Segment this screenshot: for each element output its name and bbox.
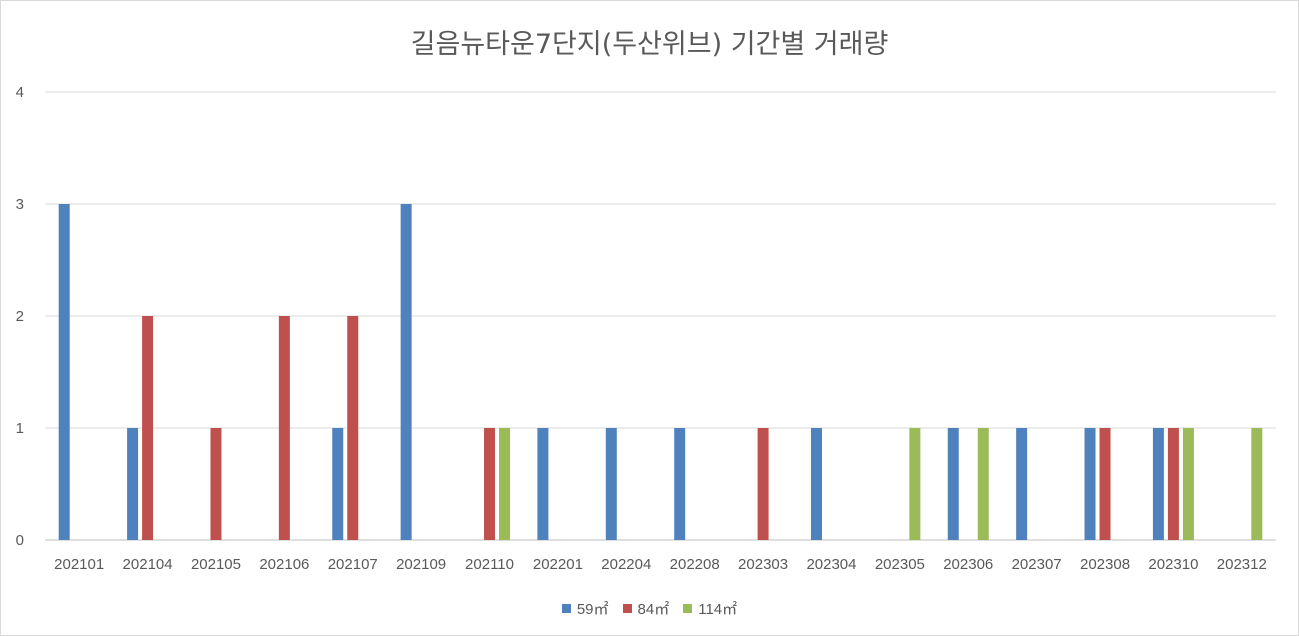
legend-label: 114㎡ — [698, 601, 738, 618]
x-tick-label: 202312 — [1217, 556, 1267, 573]
bar — [127, 428, 139, 540]
bar — [1251, 428, 1263, 540]
bar — [347, 316, 359, 540]
bar — [278, 316, 290, 540]
legend-item: 59㎡ — [561, 598, 609, 619]
bar — [332, 428, 344, 540]
legend-item: 114㎡ — [683, 598, 737, 619]
bar — [757, 428, 769, 540]
bar — [1152, 428, 1164, 540]
bar — [537, 428, 549, 540]
bar — [1016, 428, 1028, 540]
bar — [605, 428, 617, 540]
legend: 59㎡ 84㎡ 114㎡ — [0, 598, 1299, 619]
x-tick-label: 202104 — [123, 556, 173, 573]
bar — [977, 428, 989, 540]
bar — [1099, 428, 1111, 540]
x-tick-label: 202107 — [328, 556, 378, 573]
chart-title: 길음뉴타운7단지(두산위브) 기간별 거래량 — [410, 29, 889, 60]
x-tick-label: 202105 — [191, 556, 241, 573]
bar — [400, 204, 412, 540]
y-tick-label: 3 — [16, 196, 24, 213]
y-tick-label: 2 — [16, 308, 24, 325]
bar — [947, 428, 959, 540]
y-tick-label: 0 — [16, 532, 24, 549]
legend-swatch — [683, 604, 693, 613]
bar — [909, 428, 921, 540]
x-tick-label: 202110 — [465, 556, 514, 573]
legend-swatch — [622, 604, 632, 613]
bar — [674, 428, 686, 540]
x-tick-label: 202109 — [396, 556, 446, 573]
bar — [1182, 428, 1194, 540]
legend-swatch — [561, 604, 571, 613]
bar — [499, 428, 511, 540]
x-tick-label: 202204 — [601, 556, 651, 573]
legend-label: 59㎡ — [576, 601, 609, 618]
x-tick-label: 202101 — [54, 556, 104, 573]
x-tick-label: 202208 — [670, 556, 720, 573]
y-tick-label: 1 — [16, 420, 24, 437]
bar — [484, 428, 496, 540]
bar — [142, 316, 154, 540]
bar — [58, 204, 70, 540]
bar — [210, 428, 222, 540]
bar — [1167, 428, 1179, 540]
x-tick-label: 202106 — [259, 556, 309, 573]
x-tick-label: 202306 — [943, 556, 993, 573]
x-tick-label: 202304 — [806, 556, 856, 573]
bar — [810, 428, 822, 540]
x-tick-label: 202305 — [875, 556, 925, 573]
x-tick-label: 202308 — [1080, 556, 1130, 573]
x-tick-label: 202201 — [533, 556, 583, 573]
bar — [1084, 428, 1096, 540]
legend-label: 84㎡ — [637, 601, 670, 618]
x-tick-label: 202310 — [1148, 556, 1198, 573]
x-tick-label: 202307 — [1012, 556, 1062, 573]
legend-item: 84㎡ — [622, 598, 670, 619]
y-tick-label: 4 — [16, 84, 24, 101]
x-tick-label: 202303 — [738, 556, 788, 573]
